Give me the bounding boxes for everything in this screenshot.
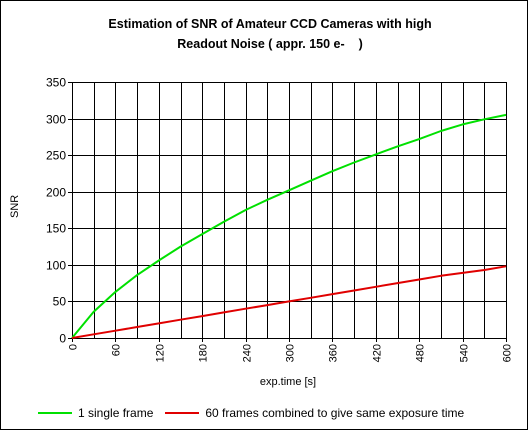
x-tick-label: 120 — [155, 344, 167, 362]
y-tick-label: 50 — [53, 295, 67, 309]
y-axis-label: SNR — [9, 194, 21, 218]
legend-entry-1: 1 single frame — [38, 406, 153, 420]
x-tick-label: 420 — [372, 344, 384, 362]
chart-title-line-2: Readout Noise ( appr. 150 e- ) — [177, 37, 363, 51]
y-tick-label: 350 — [46, 76, 66, 90]
x-tick-label: 0 — [68, 344, 80, 350]
y-tick-label: 150 — [46, 222, 66, 236]
x-tick-label: 600 — [502, 344, 514, 362]
legend: 1 single frame 60 frames combined to give… — [38, 406, 476, 420]
x-tick-label: 360 — [328, 344, 340, 362]
x-tick-label: 300 — [285, 344, 297, 362]
x-tick-label: 60 — [111, 344, 123, 356]
y-tick-label: 300 — [46, 113, 66, 127]
tick-labels: 0 50 100 150 200 250 300 350 0 60 120 180 240 300 360 4… — [46, 76, 514, 363]
series-line-2 — [71, 265, 507, 339]
legend-label: 1 single frame — [78, 406, 154, 420]
chart-title-line-1: Estimation of SNR of Amateur CCD Cameras… — [108, 17, 432, 31]
legend-label: 60 frames combined to give same exposure… — [205, 406, 465, 420]
series-line-1 — [71, 113, 507, 339]
x-axis-label: exp.time [s] — [259, 376, 317, 388]
y-tick-label: 200 — [46, 186, 66, 200]
chart-title: Estimation of SNR of Amateur CCD Cameras… — [60, 14, 480, 54]
series-layer — [71, 113, 507, 339]
x-tick-label: 180 — [198, 344, 210, 362]
y-tick-label: 250 — [46, 149, 66, 163]
axes — [68, 82, 507, 342]
legend-swatch — [38, 412, 72, 414]
x-tick-label: 540 — [459, 344, 471, 362]
grid — [72, 82, 507, 339]
x-tick-label: 480 — [415, 344, 427, 362]
legend-entry-2: 60 frames combined to give same exposure… — [165, 406, 464, 420]
y-tick-label: 0 — [59, 332, 66, 346]
legend-swatch — [165, 412, 200, 414]
x-tick-label: 240 — [242, 344, 254, 362]
y-tick-label: 100 — [46, 259, 66, 273]
